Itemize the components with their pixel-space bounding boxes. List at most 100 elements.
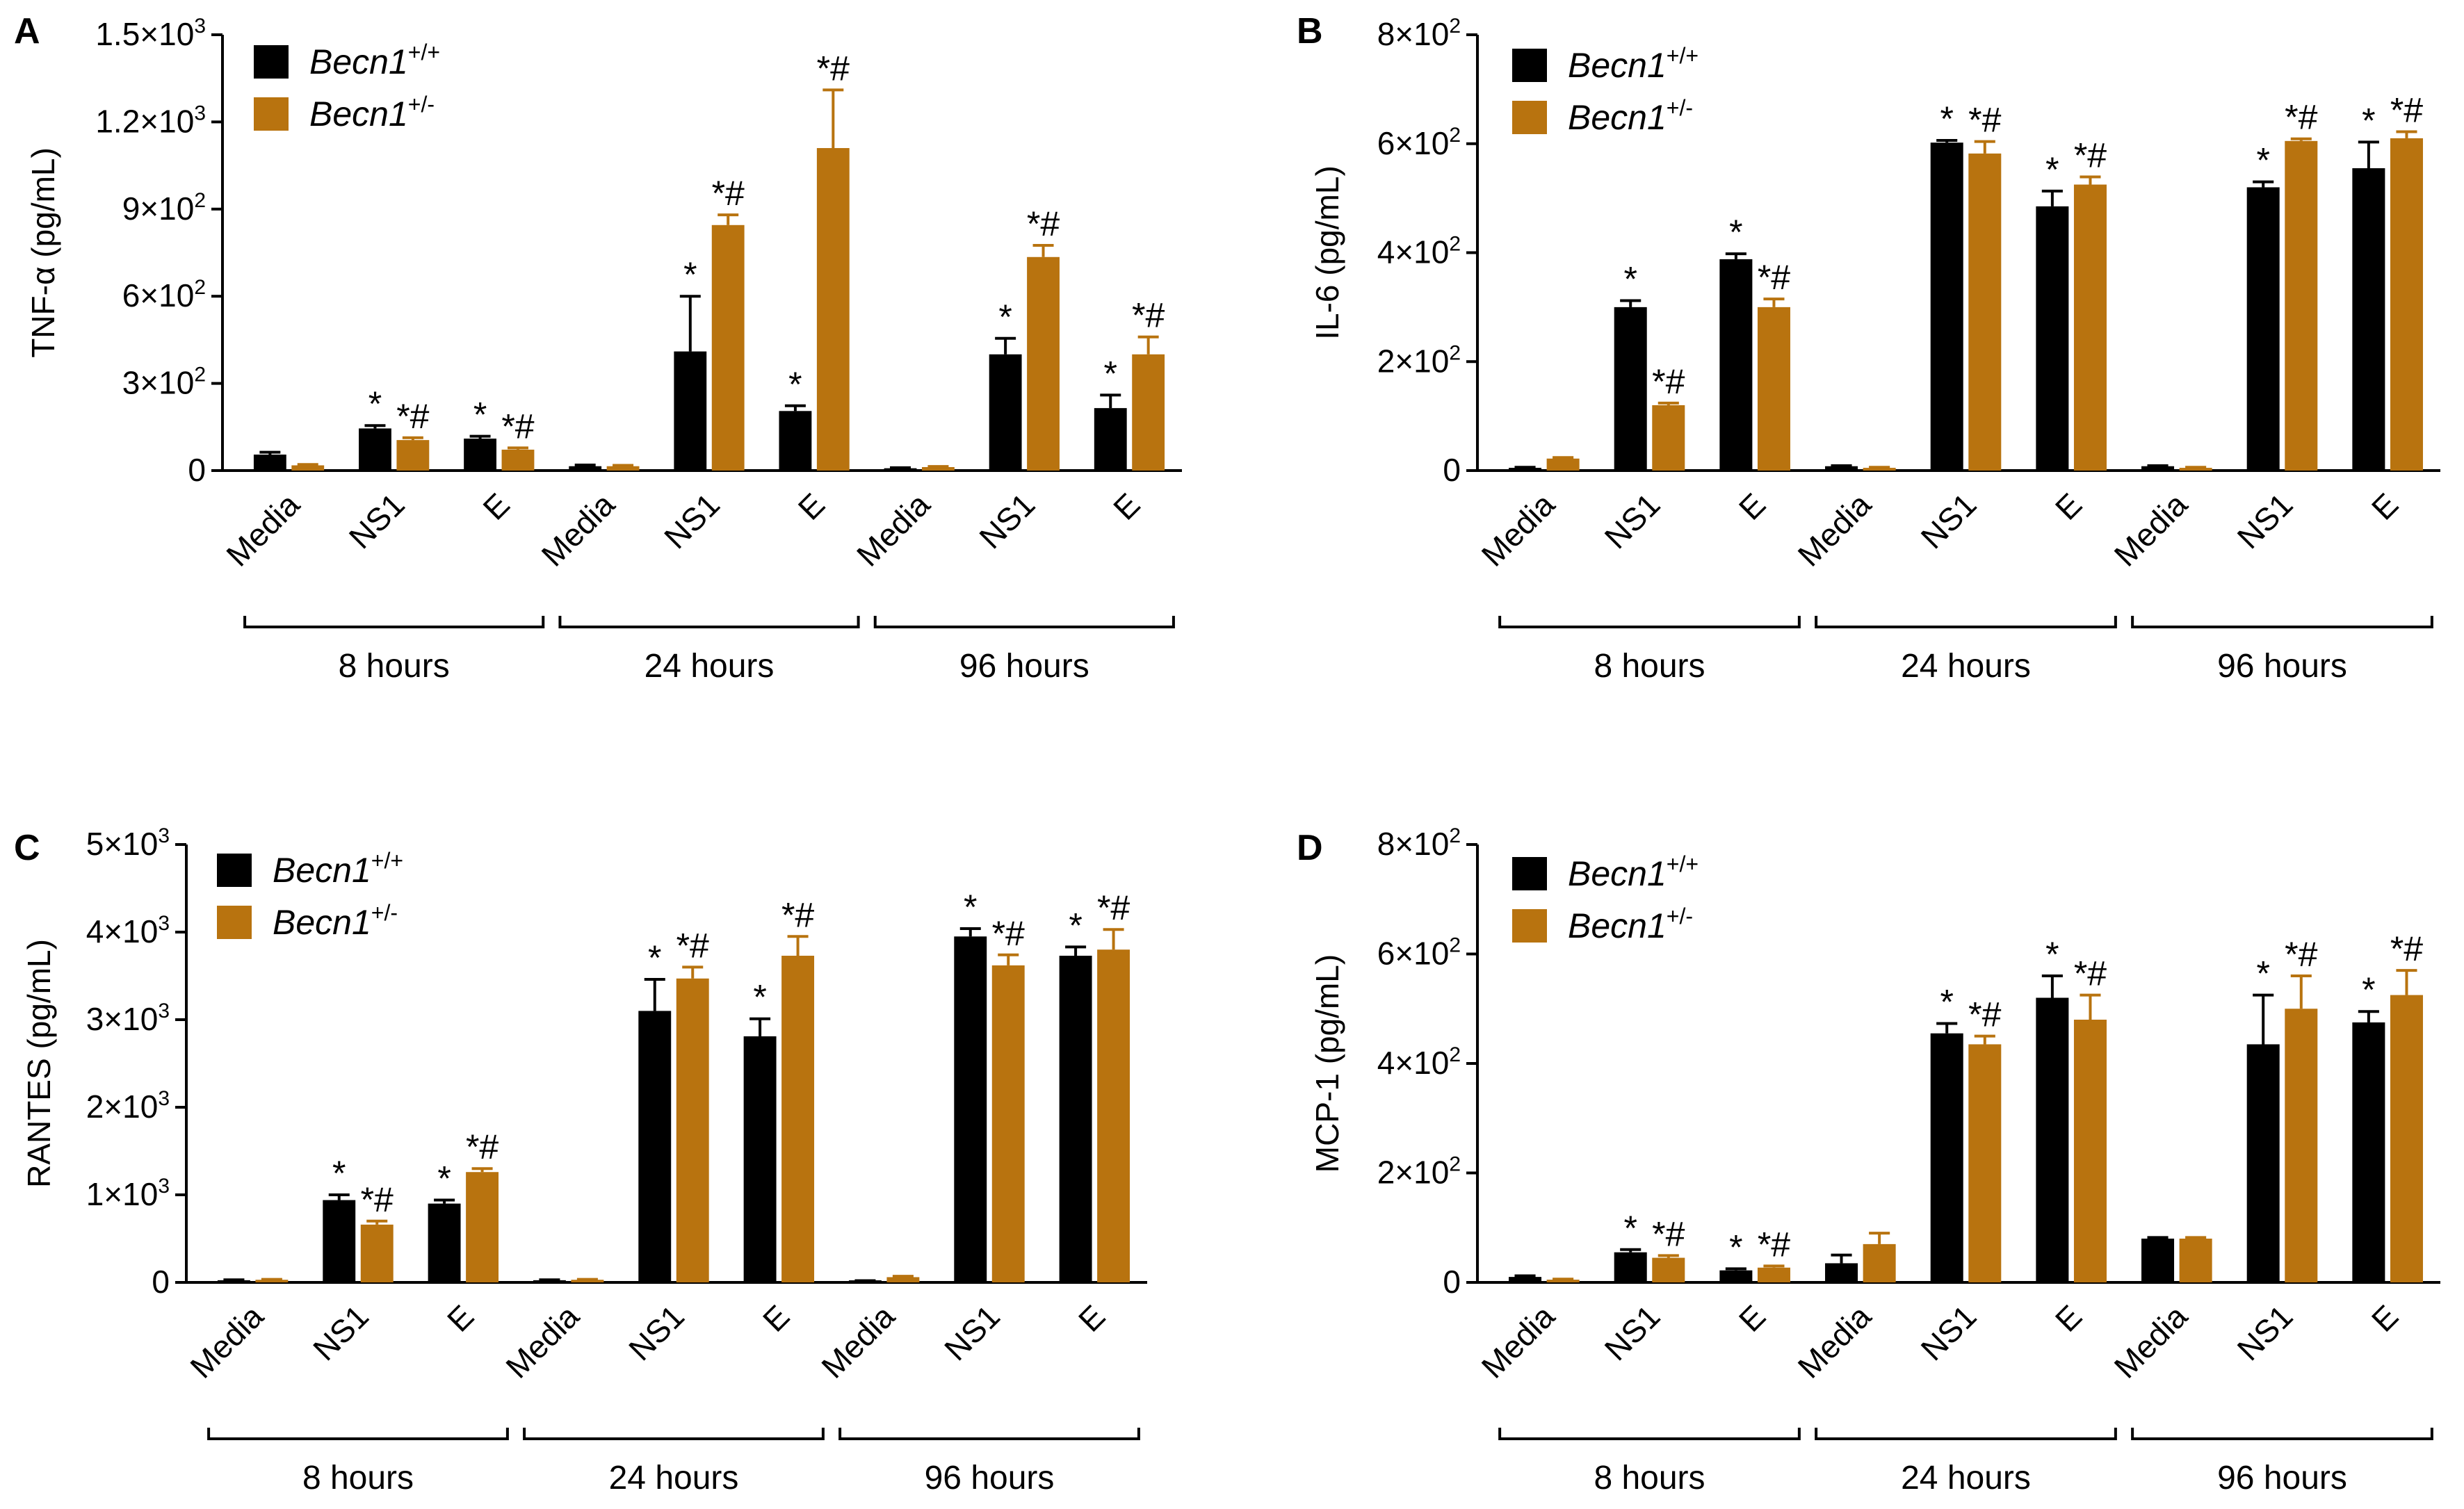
bar-wt (884, 468, 917, 471)
bar-wt (743, 1036, 777, 1282)
y-tick-label: 6×102 (1377, 124, 1461, 161)
group-label: 96 hours (959, 648, 1089, 685)
x-category-label: NS1 (342, 486, 412, 555)
bar-het (1132, 354, 1165, 471)
bar-wt (1059, 956, 1092, 1282)
group-label: 96 hours (2217, 648, 2347, 685)
y-tick-label: 6×102 (122, 276, 206, 313)
group-label: 24 hours (1901, 1460, 2031, 1496)
bar-het (1027, 256, 1060, 471)
bar-wt (2036, 206, 2069, 471)
significance-label: *# (712, 174, 745, 213)
y-tick-label: 0 (188, 452, 206, 488)
significance-label: * (683, 255, 697, 294)
bar-het (360, 1224, 394, 1282)
group-label: 24 hours (645, 648, 775, 685)
bar-wt (2352, 1022, 2385, 1282)
group-bracket (1498, 616, 1801, 628)
y-axis-label: MCP-1 (pg/mL) (1309, 954, 1345, 1173)
panel-letter: C (14, 828, 40, 868)
significance-label: *# (2074, 136, 2107, 175)
significance-label: *# (2285, 935, 2317, 974)
bar-het (1097, 949, 1130, 1282)
y-tick-label: 9×102 (122, 189, 206, 227)
bar-wt (1614, 1252, 1647, 1282)
group-bracket (1815, 616, 2117, 628)
x-category-label: E (2365, 1298, 2405, 1338)
bar-het (2390, 995, 2423, 1282)
bar-het (676, 978, 709, 1282)
y-tick-label: 0 (1443, 452, 1461, 488)
legend-swatch-het (217, 906, 252, 939)
group-label: 8 hours (1594, 1460, 1705, 1496)
bar-wt (1614, 307, 1647, 471)
bar-wt (1930, 142, 1963, 471)
bar-het (1546, 458, 1580, 471)
bar-wt (2141, 1239, 2175, 1282)
x-category-label: NS1 (622, 1298, 691, 1367)
significance-label: *# (2390, 929, 2423, 968)
significance-label: * (753, 978, 766, 1017)
panel-C: C 0 1×103 2×103 3×103 4×103 5×103 RANTES (pg/mL… (14, 824, 1147, 1496)
bar-het (1757, 1267, 1790, 1282)
significance-label: * (473, 395, 487, 434)
x-category-label: Media (1791, 1298, 1879, 1385)
y-tick-label: 4×103 (86, 912, 170, 949)
bar-wt (428, 1203, 461, 1282)
significance-label: *# (781, 895, 814, 934)
x-category-label: Media (535, 486, 622, 573)
significance-label: *# (992, 914, 1025, 953)
legend-label-het: Becn1+/- (273, 900, 398, 942)
bar-wt (989, 354, 1022, 471)
x-category-label: Media (499, 1298, 586, 1385)
group-bracket (1498, 1428, 1801, 1440)
significance-label: *# (361, 1180, 394, 1219)
y-tick-label: 4×102 (1377, 1043, 1461, 1081)
significance-label: * (998, 297, 1012, 336)
bar-het (2179, 1239, 2212, 1282)
bar-wt (674, 351, 707, 471)
significance-label: * (1729, 213, 1742, 252)
legend-label-het: Becn1+/- (1568, 95, 1693, 137)
bar-wt (464, 439, 496, 471)
y-tick-label: 4×102 (1377, 233, 1461, 270)
bar-het (991, 965, 1025, 1282)
bar-wt (1825, 1263, 1858, 1282)
x-category-label: NS1 (657, 486, 727, 555)
significance-label: * (368, 384, 382, 423)
bar-wt (1719, 259, 1753, 471)
bar-het (816, 148, 850, 471)
y-axis-label: IL-6 (pg/mL) (1309, 165, 1345, 340)
legend-swatch-het (1512, 101, 1547, 134)
x-category-label: Media (183, 1298, 270, 1385)
y-axis-label: RANTES (pg/mL) (21, 939, 57, 1188)
bar-wt (569, 466, 602, 471)
x-category-label: NS1 (972, 486, 1041, 555)
y-tick-label: 1.2×103 (95, 101, 206, 139)
x-category-label: NS1 (2230, 1298, 2300, 1367)
bar-het (571, 1280, 604, 1282)
group-bracket (558, 616, 860, 628)
y-tick-label: 1.5×103 (95, 15, 206, 52)
group-bracket (873, 616, 1175, 628)
significance-label: * (332, 1154, 346, 1193)
x-category-label: NS1 (1914, 1298, 1984, 1367)
group-label: 96 hours (2217, 1460, 2347, 1496)
significance-label: * (648, 938, 661, 977)
y-tick-label: 8×102 (1377, 15, 1461, 52)
group-bracket (2131, 616, 2433, 628)
bar-het (606, 466, 640, 471)
x-category-label: NS1 (1598, 486, 1667, 555)
significance-label: *# (1968, 101, 2001, 140)
significance-label: * (1069, 906, 1082, 945)
x-category-label: E (476, 486, 516, 526)
x-category-label: E (440, 1298, 480, 1338)
legend-swatch-wt (217, 854, 252, 887)
legend-swatch-wt (254, 45, 289, 79)
legend-label-het: Becn1+/- (309, 92, 435, 133)
significance-label: * (1940, 983, 1953, 1022)
significance-label: *# (676, 926, 709, 965)
x-category-label: Media (2107, 1298, 2195, 1385)
legend-label-wt: Becn1+/+ (273, 848, 403, 890)
